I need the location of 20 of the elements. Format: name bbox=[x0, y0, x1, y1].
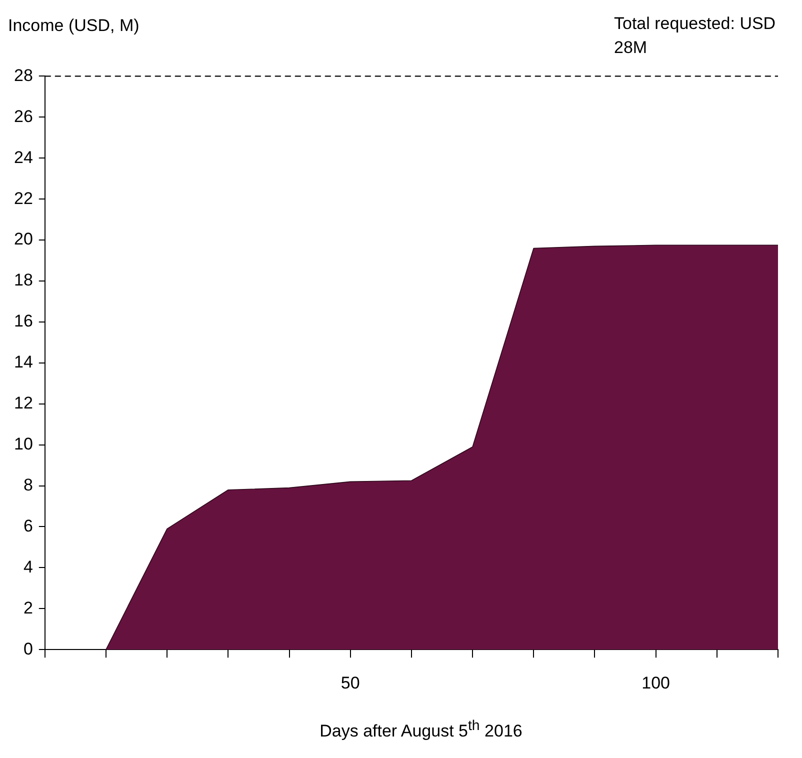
y-tick-label: 6 bbox=[23, 516, 33, 536]
y-tick-label: 22 bbox=[14, 188, 33, 208]
y-tick-label: 12 bbox=[14, 394, 33, 413]
x-tick-label: 50 bbox=[340, 673, 360, 692]
y-tick-label: 0 bbox=[23, 639, 33, 658]
y-tick-label: 26 bbox=[14, 106, 33, 126]
y-tick-label: 4 bbox=[23, 557, 33, 576]
y-axis-title: Income (USD, M) bbox=[8, 16, 140, 36]
y-tick-label: 20 bbox=[14, 230, 33, 249]
y-tick-label: 2 bbox=[23, 598, 33, 618]
x-tick-label: 100 bbox=[642, 673, 670, 692]
y-tick-label: 10 bbox=[14, 434, 33, 454]
y-tick-label: 8 bbox=[23, 475, 33, 494]
y-tick-label: 24 bbox=[14, 148, 33, 167]
y-tick-label: 14 bbox=[14, 352, 33, 372]
ref-line-label: Total requested: USD 28M bbox=[614, 13, 777, 59]
y-tick-label: 16 bbox=[14, 312, 33, 331]
y-tick-label: 28 bbox=[14, 66, 33, 85]
y-tick-label: 18 bbox=[14, 270, 33, 290]
x-axis-title: Days after August 5$^{th}$ 2016 bbox=[318, 718, 524, 742]
